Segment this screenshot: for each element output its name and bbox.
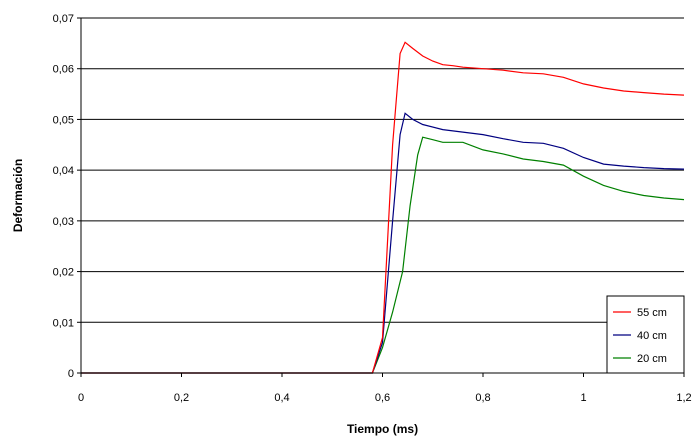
x-axis-title: Tiempo (ms) [347,422,418,436]
series-line-55-cm [81,41,685,374]
y-tick-label: 0,04 [53,165,74,177]
x-tick-label: 1,2 [676,392,691,404]
x-tick-label: 0,8 [475,392,490,404]
tick-labels: 0 0,01 0,02 0,03 0,04 0,05 0,06 0,07 0 0,2 0,4 0,6 0… [53,13,692,404]
x-tick-label: 0 [78,392,84,404]
series-lines [81,41,685,374]
y-tick-label: 0,07 [53,13,74,25]
series-line-40-cm [81,112,685,374]
y-tick-label: 0,03 [53,216,74,228]
y-tick-label: 0,05 [53,114,74,126]
grid-lines [81,17,684,323]
legend-label: 40 cm [637,330,667,342]
x-tick-label: 1 [580,392,586,404]
legend-label: 20 cm [637,353,667,365]
x-tick-label: 0,2 [174,392,189,404]
series-line-20-cm [81,136,685,374]
x-tick-label: 0,6 [375,392,390,404]
legend-label: 55 cm [637,307,667,319]
legend: 55 cm 40 cm 20 cm [606,295,685,374]
y-tick-label: 0,02 [53,267,74,279]
axes [77,17,685,377]
y-tick-label: 0,06 [53,64,74,76]
y-tick-label: 0 [68,368,74,380]
y-tick-label: 0,01 [53,317,74,329]
y-axis-title: Deformación [11,159,25,232]
x-tick-label: 0,4 [274,392,289,404]
